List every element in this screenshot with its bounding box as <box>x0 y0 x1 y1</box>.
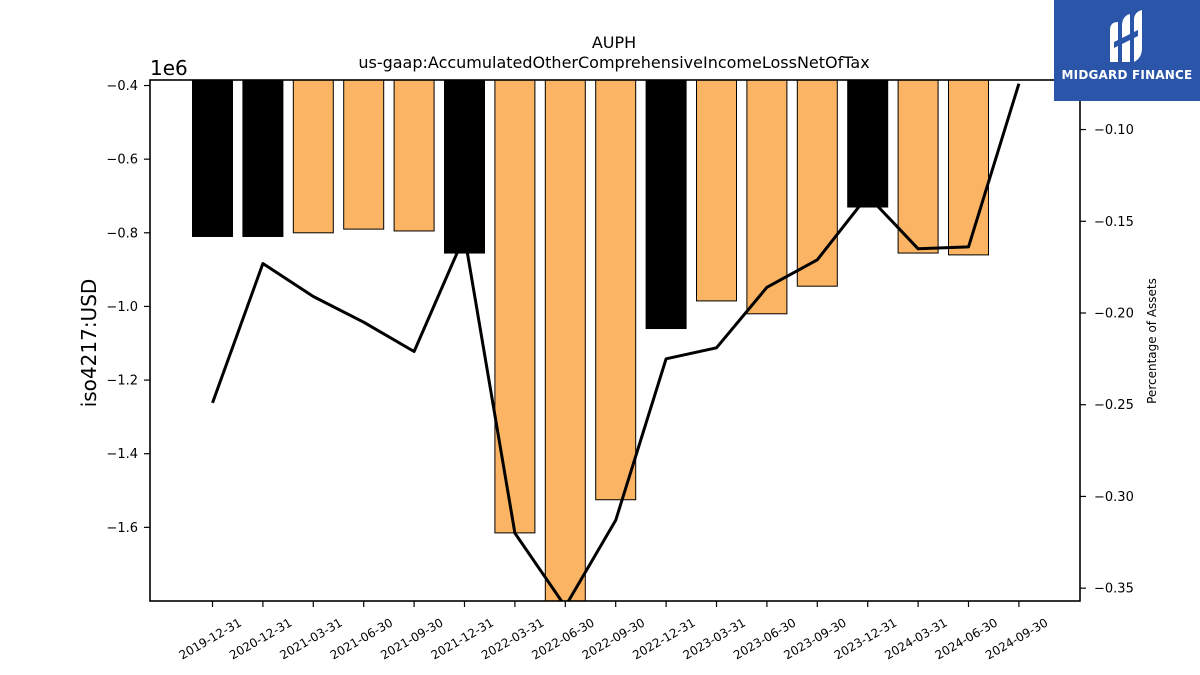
brand-logo: MIDGARD FINANCE <box>1054 0 1200 101</box>
y-tick-label: −0.8 <box>106 226 138 241</box>
y2-tick-label: −0.20 <box>1094 306 1134 321</box>
bar-2023-12-31 <box>847 80 889 208</box>
x-axis: 2019-12-312020-12-312021-03-312021-06-30… <box>177 601 1050 662</box>
offset-label: 1e6 <box>150 56 188 80</box>
bar-2019-12-31 <box>192 80 233 237</box>
logo-text: MIDGARD FINANCE <box>1061 68 1193 82</box>
left-axis: −0.4 −0.6 −0.8 −1.0 −1.2 −1.4 −1.6 <box>106 79 150 536</box>
logo-mark-icon <box>1110 10 1142 62</box>
bar-2022-09-30 <box>595 80 637 501</box>
y-axis-label: iso4217:USD <box>77 279 101 408</box>
plot-frame <box>149 79 1081 602</box>
y2-tick-label: −0.35 <box>1094 582 1134 597</box>
bar-2023-09-30 <box>796 80 838 287</box>
y2-tick-label: −0.10 <box>1094 123 1134 138</box>
bar-2021-03-31 <box>292 80 334 234</box>
bar-2021-09-30 <box>393 80 435 232</box>
chart-subtitle: us-gaap:AccumulatedOtherComprehensiveInc… <box>358 53 869 72</box>
chart-title: AUPH <box>592 33 636 52</box>
bar-2020-12-31 <box>242 80 284 237</box>
bar-2024-06-30 <box>948 80 989 256</box>
y-tick-label: −1.6 <box>106 521 138 536</box>
bar-2023-06-30 <box>746 80 788 315</box>
y-tick-label: −1.0 <box>106 300 138 315</box>
bar-2021-06-30 <box>343 80 385 230</box>
bar-2022-12-31 <box>645 80 687 330</box>
bar-series <box>192 80 989 601</box>
bar-2021-12-31 <box>444 80 485 254</box>
bar-2024-03-31 <box>897 80 939 254</box>
y2-axis-label: Percentage of Assets <box>1145 278 1159 404</box>
bar-2022-03-31 <box>494 80 536 534</box>
y-tick-label: −0.4 <box>106 79 138 94</box>
percentage-line <box>211 83 1021 601</box>
y2-tick-label: −0.15 <box>1094 215 1134 230</box>
y-tick-label: −1.4 <box>106 447 138 462</box>
y2-tick-label: −0.25 <box>1094 398 1134 413</box>
y-tick-label: −0.6 <box>106 153 138 168</box>
bar-2022-06-30 <box>544 80 586 601</box>
right-axis: −0.10 −0.15 −0.20 −0.25 −0.30 −0.35 <box>1080 123 1134 597</box>
bar-2023-03-31 <box>696 80 737 302</box>
y2-tick-label: −0.30 <box>1094 490 1134 505</box>
y-tick-label: −1.2 <box>106 374 138 389</box>
